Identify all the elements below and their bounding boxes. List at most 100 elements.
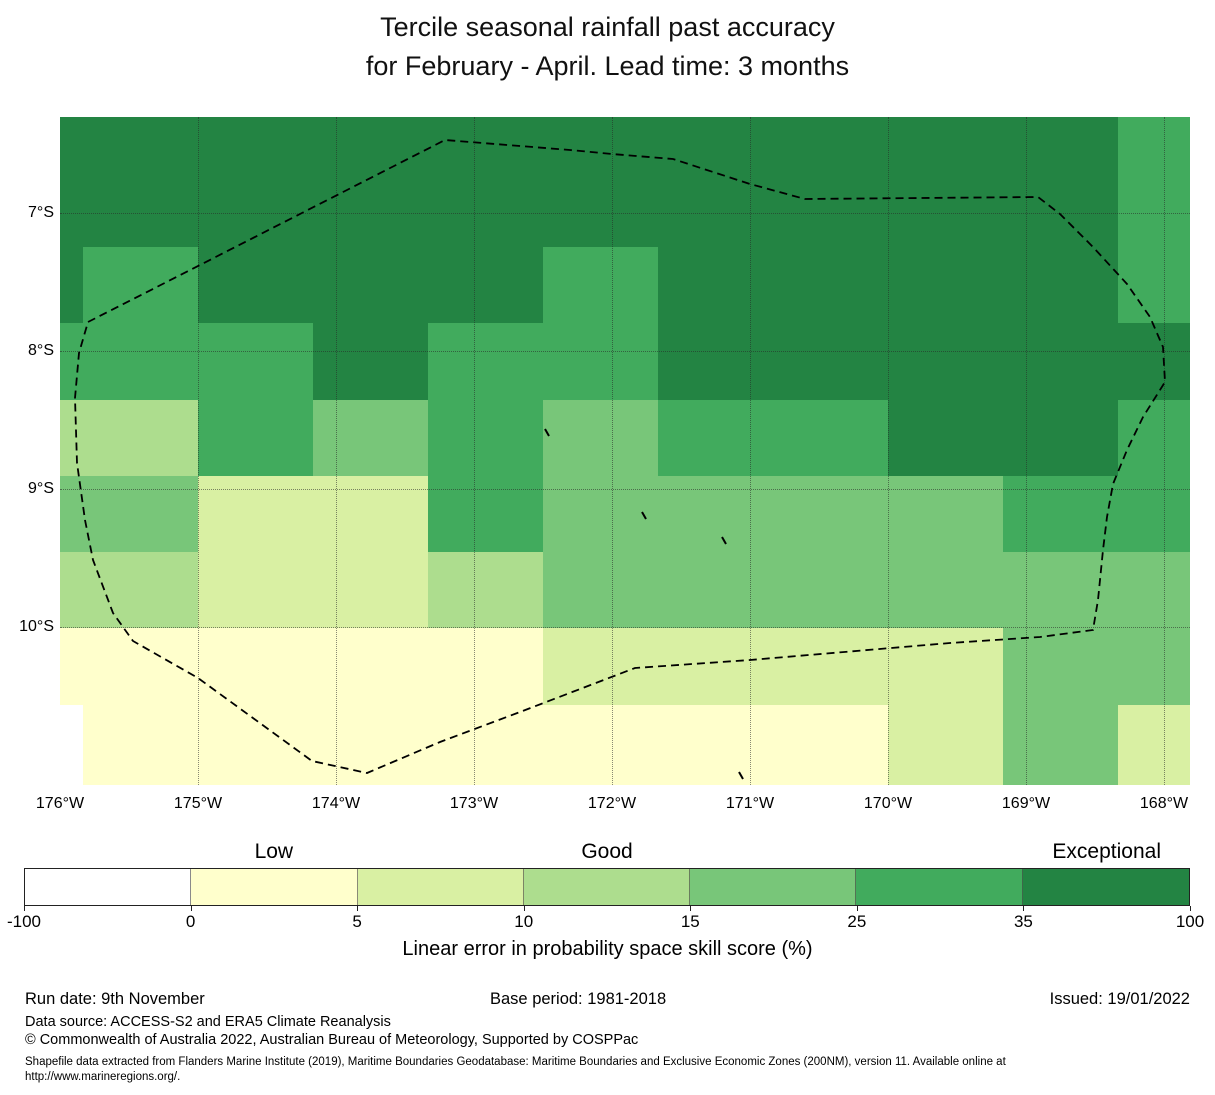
heatmap-cell	[198, 247, 313, 323]
heatmap-cell	[428, 171, 543, 247]
heatmap-cell	[658, 247, 773, 323]
heatmap-cell	[83, 400, 198, 476]
latitude-gridline	[60, 489, 1190, 490]
issued-date-text: Issued: 19/01/2022	[1049, 990, 1190, 1008]
heatmap-cell	[428, 628, 543, 705]
latitude-gridline	[60, 351, 1190, 352]
heatmap-cell	[543, 400, 658, 476]
heatmap-cell	[313, 323, 428, 400]
heatmap-cell	[1118, 552, 1190, 628]
heatmap-cell	[313, 628, 428, 705]
longitude-tick-label: 171°W	[725, 795, 775, 812]
heatmap-cell	[83, 247, 198, 323]
shapefile-attribution-line1: Shapefile data extracted from Flanders M…	[25, 1056, 1006, 1068]
heatmap-cell	[1118, 476, 1190, 552]
colorbar-tick-label: 25	[847, 912, 867, 931]
longitude-tick-label: 169°W	[1001, 795, 1051, 812]
colorbar-tick	[24, 906, 25, 911]
heatmap-cell	[1118, 705, 1190, 785]
heatmap-cell	[773, 552, 888, 628]
longitude-tick-label: 175°W	[173, 795, 223, 812]
heatmap-cell	[1118, 247, 1190, 323]
heatmap-cell	[83, 552, 198, 628]
heatmap-cell	[543, 476, 658, 552]
colorbar-segment	[25, 869, 192, 905]
colorbar-tick	[357, 906, 359, 911]
heatmap-cell	[1003, 552, 1118, 628]
heatmap-cell	[543, 247, 658, 323]
copyright-text: © Commonwealth of Australia 2022, Austra…	[25, 1032, 639, 1048]
heatmap-cell	[60, 476, 83, 552]
heatmap-cell	[773, 705, 888, 785]
colorbar-tick-label: 35	[1013, 912, 1033, 931]
chart-title: Tercile seasonal rainfall past accuracy …	[0, 8, 1215, 86]
heatmap-cell	[1003, 117, 1118, 171]
heatmap-cell	[1003, 323, 1118, 400]
heatmap-cell	[773, 171, 888, 247]
heatmap-cell	[658, 117, 773, 171]
heatmap-cell	[428, 117, 543, 171]
heatmap-cell	[1118, 400, 1190, 476]
colorbar-segment	[690, 869, 857, 905]
heatmap-cell	[60, 117, 83, 171]
colorbar-category-label: Good	[581, 840, 633, 863]
heatmap-cell	[888, 705, 1003, 785]
heatmap-cell	[888, 171, 1003, 247]
chart-title-line2: for February - April. Lead time: 3 month…	[365, 51, 850, 81]
longitude-gridline	[1026, 117, 1027, 785]
colorbar-tick-label: -100	[6, 912, 42, 931]
heatmap-cell	[658, 476, 773, 552]
base-period-text: Base period: 1981-2018	[490, 990, 667, 1008]
heatmap-cell	[1118, 628, 1190, 705]
heatmap-cell	[1003, 171, 1118, 247]
heatmap-cell	[1003, 705, 1118, 785]
heatmap-cell	[888, 117, 1003, 171]
heatmap-cell	[658, 628, 773, 705]
heatmap-cell	[313, 705, 428, 785]
heatmap-cell	[60, 705, 83, 785]
colorbar-category-label: Exceptional	[1052, 840, 1161, 863]
colorbar-tick	[690, 906, 692, 911]
colorbar-segment	[1022, 869, 1189, 905]
heatmap-cell	[428, 323, 543, 400]
longitude-tick-label: 173°W	[449, 795, 499, 812]
colorbar	[24, 868, 1190, 906]
colorbar-tick-label: 100	[1175, 912, 1205, 931]
colorbar-tick	[523, 906, 525, 911]
colorbar-tick	[1023, 906, 1025, 911]
longitude-gridline	[336, 117, 337, 785]
heatmap-cell	[428, 705, 543, 785]
heatmap-cell	[198, 476, 313, 552]
heatmap-cell	[1003, 400, 1118, 476]
colorbar-segment	[357, 869, 524, 905]
latitude-tick-label: 9°S	[28, 480, 54, 497]
colorbar-tick-label: 5	[352, 912, 362, 931]
colorbar-segment	[523, 869, 691, 905]
heatmap-cell	[543, 628, 658, 705]
heatmap-cell	[888, 476, 1003, 552]
heatmap-cell	[83, 476, 198, 552]
colorbar-tick	[1190, 906, 1191, 911]
heatmap-cell	[1118, 117, 1190, 171]
colorbar-tick	[856, 906, 858, 911]
shapefile-attribution-line2: http://www.marineregions.org/.	[25, 1071, 181, 1083]
heatmap-cell	[543, 171, 658, 247]
longitude-gridline	[1164, 117, 1165, 785]
heatmap-cell	[83, 628, 198, 705]
heatmap-cell	[658, 171, 773, 247]
heatmap-cell	[773, 400, 888, 476]
longitude-gridline	[612, 117, 613, 785]
heatmap-cell	[313, 552, 428, 628]
longitude-gridline	[474, 117, 475, 785]
longitude-tick-label: 170°W	[863, 795, 913, 812]
heatmap-cell	[313, 117, 428, 171]
heatmap-cell	[198, 400, 313, 476]
latitude-gridline	[60, 627, 1190, 628]
colorbar-category-label: Low	[254, 840, 294, 863]
colorbar-segment	[856, 869, 1023, 905]
heatmap-cell	[60, 171, 83, 247]
heatmap-cell	[543, 552, 658, 628]
heatmap-cell	[658, 400, 773, 476]
longitude-tick-label: 176°W	[35, 795, 85, 812]
longitude-tick-label: 168°W	[1139, 795, 1189, 812]
